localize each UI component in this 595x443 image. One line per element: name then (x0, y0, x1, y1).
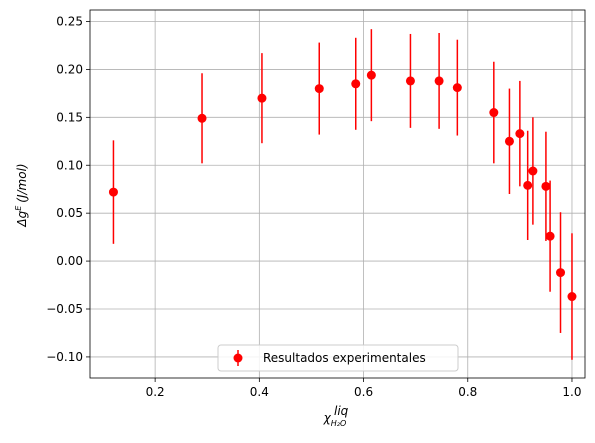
x-tick-label: 1.0 (562, 385, 581, 399)
data-point (405, 76, 415, 86)
series-layer (108, 29, 577, 360)
y-tick-label: 0.15 (56, 110, 83, 124)
y-tick-label: −0.05 (46, 302, 83, 316)
x-tick-label: 0.2 (146, 385, 165, 399)
data-point (541, 181, 551, 191)
x-axis-ticks: 0.2 0.4 0.6 0.8 1.0 (146, 378, 582, 399)
y-tick-label: 0.20 (56, 62, 83, 76)
data-point (504, 136, 514, 146)
svg-text:ΔgE(J/mol): ΔgE (J/mol) (14, 163, 29, 227)
y-axis-ticks: −0.10 −0.05 0.00 0.05 0.10 0.15 0.20 0.25 (46, 15, 90, 364)
x-axis-label-sup: liq (334, 404, 349, 418)
y-axis-label-sup: E (14, 205, 23, 211)
y-axis-label: ΔgE (J/mol) (14, 163, 29, 227)
legend: Resultados experimentales (217, 344, 459, 372)
y-axis-label-main: Δg (15, 210, 29, 227)
data-point (567, 292, 577, 302)
x-axis-label-main: χ (323, 411, 332, 425)
legend-box (217, 344, 459, 372)
y-tick-label: 0.25 (56, 15, 83, 29)
y-tick-label: 0.05 (56, 206, 83, 220)
legend-marker-icon (233, 353, 243, 363)
x-axis-label: χH₂O (323, 411, 347, 428)
y-tick-label: −0.10 (46, 350, 83, 364)
data-point (556, 268, 566, 278)
x-tick-label: 0.8 (458, 385, 477, 399)
y-axis-label-unit: (J/mol) (15, 163, 29, 202)
y-tick-label: 0.00 (56, 254, 83, 268)
data-point (314, 84, 324, 94)
data-point (351, 79, 361, 89)
legend-label: Resultados experimentales (263, 351, 426, 365)
data-point (366, 70, 376, 80)
data-point (528, 166, 538, 176)
data-point (489, 108, 499, 118)
data-point (197, 113, 207, 123)
x-tick-label: 0.4 (250, 385, 269, 399)
x-tick-label: 0.6 (354, 385, 373, 399)
y-tick-label: 0.10 (56, 158, 83, 172)
data-point (257, 93, 267, 103)
data-point (108, 187, 118, 197)
data-point (523, 180, 533, 190)
plot-frame (89, 9, 586, 379)
data-point (545, 231, 555, 241)
x-axis-label-sub: H₂O (331, 419, 347, 428)
data-point (452, 83, 462, 93)
data-point (434, 76, 444, 86)
data-point (515, 129, 525, 139)
